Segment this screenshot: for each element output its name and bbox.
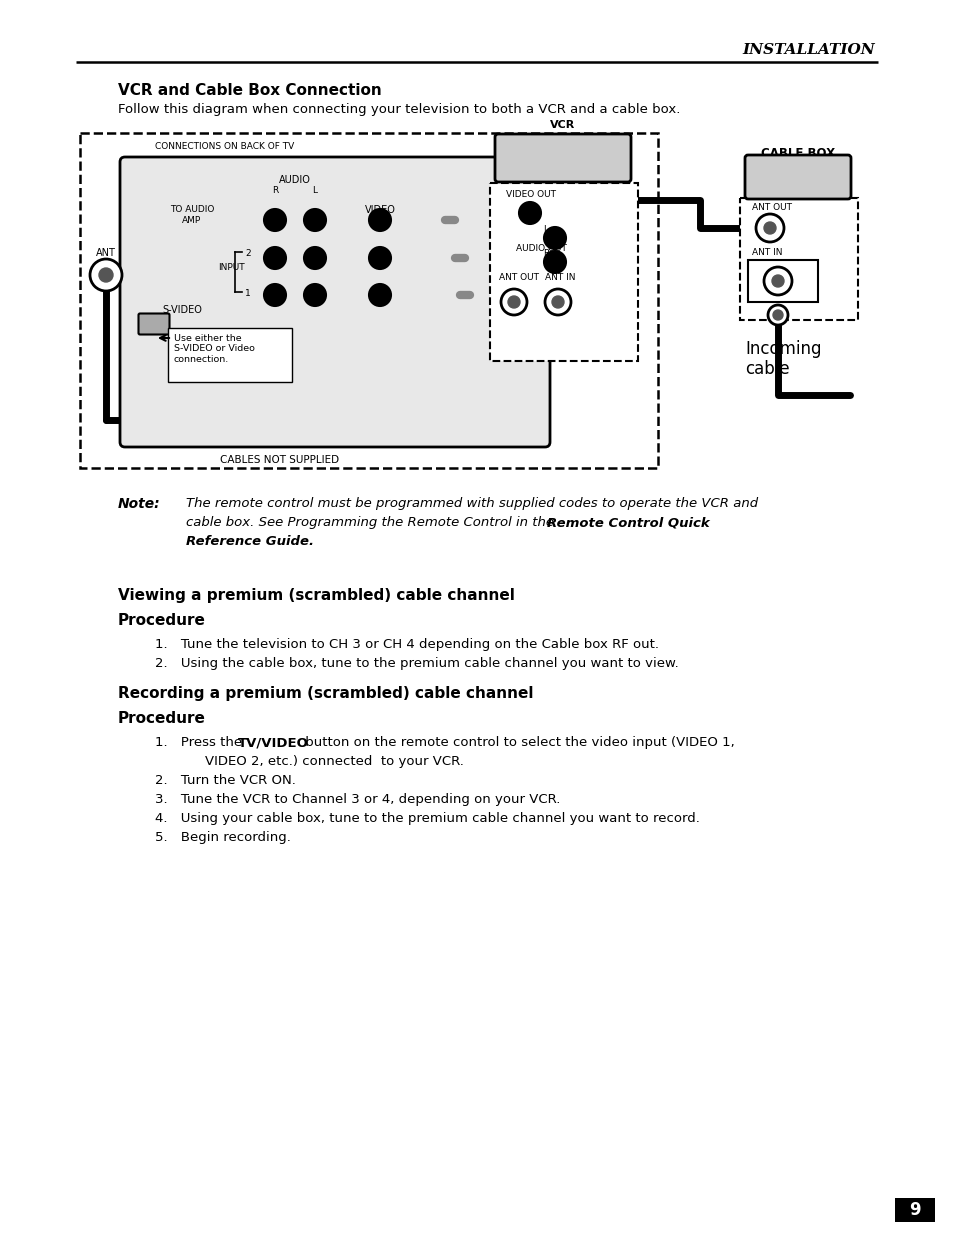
Text: VCR: VCR bbox=[550, 120, 575, 130]
Circle shape bbox=[270, 290, 280, 300]
Circle shape bbox=[369, 247, 391, 269]
FancyBboxPatch shape bbox=[894, 1198, 934, 1221]
Text: S-VIDEO: S-VIDEO bbox=[162, 305, 202, 315]
Circle shape bbox=[550, 257, 559, 267]
Text: 2: 2 bbox=[245, 249, 251, 258]
Text: AMP: AMP bbox=[182, 216, 201, 224]
Text: Viewing a premium (scrambled) cable channel: Viewing a premium (scrambled) cable chan… bbox=[118, 588, 515, 603]
Circle shape bbox=[304, 284, 326, 306]
Bar bbox=[740, 198, 857, 320]
Text: INSTALLATION: INSTALLATION bbox=[741, 43, 874, 57]
Bar bbox=[80, 133, 658, 467]
Text: VIDEO: VIDEO bbox=[364, 205, 395, 215]
Circle shape bbox=[310, 290, 319, 300]
Text: Remote Control Quick: Remote Control Quick bbox=[546, 516, 709, 529]
Text: The remote control must be programmed with supplied codes to operate the VCR and: The remote control must be programmed wi… bbox=[186, 497, 758, 510]
Text: R: R bbox=[542, 249, 549, 258]
Circle shape bbox=[518, 202, 540, 224]
FancyBboxPatch shape bbox=[120, 157, 550, 446]
Circle shape bbox=[375, 290, 385, 300]
Text: VIDEO OUT: VIDEO OUT bbox=[505, 190, 556, 198]
Circle shape bbox=[507, 296, 519, 308]
Text: 2.  Turn the VCR ON.: 2. Turn the VCR ON. bbox=[154, 774, 295, 787]
Text: 1.  Press the: 1. Press the bbox=[154, 737, 246, 749]
Text: Follow this diagram when connecting your television to both a VCR and a cable bo: Follow this diagram when connecting your… bbox=[118, 103, 679, 117]
Circle shape bbox=[264, 284, 286, 306]
Text: Recording a premium (scrambled) cable channel: Recording a premium (scrambled) cable ch… bbox=[118, 686, 533, 701]
Circle shape bbox=[369, 210, 391, 231]
Text: VCR and Cable Box Connection: VCR and Cable Box Connection bbox=[118, 83, 381, 98]
Bar bbox=[747, 260, 817, 303]
Circle shape bbox=[550, 233, 559, 243]
Text: 5.  Begin recording.: 5. Begin recording. bbox=[154, 831, 291, 844]
Circle shape bbox=[755, 215, 783, 242]
Text: Procedure: Procedure bbox=[118, 613, 206, 627]
Text: 4.  Using your cable box, tune to the premium cable channel you want to record.: 4. Using your cable box, tune to the pre… bbox=[154, 812, 700, 825]
Text: CABLE BOX: CABLE BOX bbox=[760, 148, 834, 160]
FancyBboxPatch shape bbox=[744, 155, 850, 198]
Text: TO AUDIO: TO AUDIO bbox=[170, 205, 214, 215]
Text: 9: 9 bbox=[908, 1202, 920, 1219]
Circle shape bbox=[544, 289, 571, 315]
Circle shape bbox=[270, 253, 280, 263]
Text: 1.  Tune the television to CH 3 or CH 4 depending on the Cable box RF out.: 1. Tune the television to CH 3 or CH 4 d… bbox=[154, 639, 659, 651]
Text: ANT OUT: ANT OUT bbox=[498, 273, 538, 281]
Circle shape bbox=[543, 250, 565, 273]
Text: Procedure: Procedure bbox=[118, 711, 206, 725]
Circle shape bbox=[543, 227, 565, 249]
Circle shape bbox=[375, 253, 385, 263]
Circle shape bbox=[264, 210, 286, 231]
Text: L: L bbox=[313, 186, 317, 195]
Circle shape bbox=[552, 296, 563, 308]
Text: Note:: Note: bbox=[118, 497, 160, 511]
Text: Reference Guide.: Reference Guide. bbox=[186, 534, 314, 548]
Text: cable box. See Programming the Remote Control in the: cable box. See Programming the Remote Co… bbox=[186, 516, 558, 529]
Text: L: L bbox=[542, 224, 547, 234]
FancyBboxPatch shape bbox=[495, 134, 630, 182]
Circle shape bbox=[304, 247, 326, 269]
Circle shape bbox=[772, 310, 782, 320]
Text: AUDIO: AUDIO bbox=[279, 175, 311, 185]
Text: ANT: ANT bbox=[96, 248, 116, 258]
Text: 1: 1 bbox=[245, 289, 251, 298]
Text: VIDEO 2, etc.) connected  to your VCR.: VIDEO 2, etc.) connected to your VCR. bbox=[205, 755, 463, 768]
Circle shape bbox=[500, 289, 526, 315]
Circle shape bbox=[771, 275, 783, 286]
Text: AUDIO OUT: AUDIO OUT bbox=[516, 244, 566, 253]
Text: ANT IN: ANT IN bbox=[751, 248, 781, 257]
Circle shape bbox=[304, 210, 326, 231]
Text: CONNECTIONS ON BACK OF TV: CONNECTIONS ON BACK OF TV bbox=[154, 143, 294, 151]
Bar bbox=[490, 184, 638, 361]
Circle shape bbox=[264, 247, 286, 269]
Circle shape bbox=[763, 222, 775, 234]
Text: button on the remote control to select the video input (VIDEO 1,: button on the remote control to select t… bbox=[301, 737, 734, 749]
Text: TV/VIDEO: TV/VIDEO bbox=[237, 737, 309, 749]
Circle shape bbox=[270, 215, 280, 224]
Text: ANT OUT: ANT OUT bbox=[751, 203, 791, 212]
Text: Incoming: Incoming bbox=[744, 340, 821, 358]
Circle shape bbox=[310, 253, 319, 263]
Text: INPUT: INPUT bbox=[218, 263, 244, 272]
Text: 2.  Using the cable box, tune to the premium cable channel you want to view.: 2. Using the cable box, tune to the prem… bbox=[154, 657, 678, 670]
Circle shape bbox=[99, 268, 112, 281]
Circle shape bbox=[310, 215, 319, 224]
Circle shape bbox=[763, 267, 791, 295]
FancyBboxPatch shape bbox=[138, 314, 170, 335]
FancyBboxPatch shape bbox=[168, 329, 292, 382]
Text: ANT IN: ANT IN bbox=[544, 273, 575, 281]
Text: cable: cable bbox=[744, 360, 789, 378]
Text: R: R bbox=[272, 186, 278, 195]
Circle shape bbox=[767, 305, 787, 325]
Circle shape bbox=[375, 215, 385, 224]
Text: 3.  Tune the VCR to Channel 3 or 4, depending on your VCR.: 3. Tune the VCR to Channel 3 or 4, depen… bbox=[154, 794, 559, 806]
Text: CABLES NOT SUPPLIED: CABLES NOT SUPPLIED bbox=[220, 455, 339, 465]
Circle shape bbox=[369, 284, 391, 306]
Circle shape bbox=[90, 259, 122, 291]
Text: Use either the
S-VIDEO or Video
connection.: Use either the S-VIDEO or Video connecti… bbox=[173, 334, 254, 363]
Circle shape bbox=[524, 208, 535, 218]
